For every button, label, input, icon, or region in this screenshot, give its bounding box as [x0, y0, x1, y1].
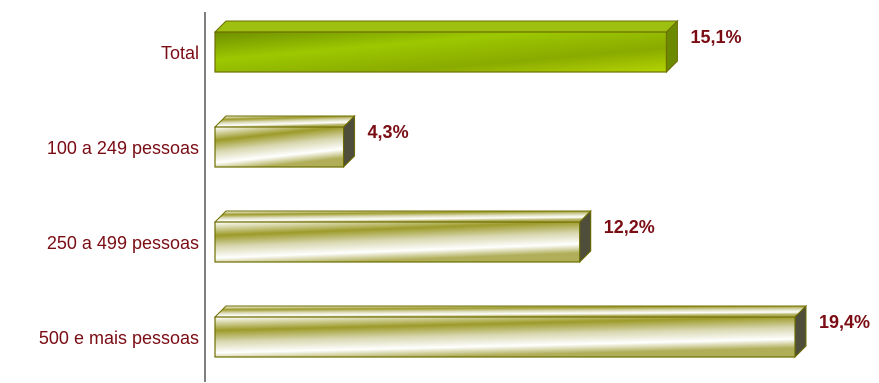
value-label: 12,2% — [604, 217, 655, 237]
bar-front-face — [214, 221, 581, 263]
bar-top-face — [213, 210, 592, 223]
labels-layer: Total 15,1% 100 a 249 pessoas 4,3% 250 a 499… — [39, 27, 870, 348]
bar-4 — [213, 304, 808, 359]
bar-side-face — [343, 114, 356, 169]
bar-side-face — [794, 304, 807, 359]
bar-front-face — [214, 316, 796, 358]
category-label: 100 a 249 pessoas — [47, 138, 199, 158]
bar-front-face — [214, 126, 345, 168]
value-label: 4,3% — [368, 122, 409, 142]
category-label: Total — [161, 43, 199, 63]
category-label: 250 a 499 pessoas — [47, 233, 199, 253]
bar-top-face — [213, 20, 679, 33]
bar-1 — [213, 19, 679, 74]
bar-side-face — [579, 209, 592, 264]
bars-layer — [213, 19, 808, 359]
bar-top-face — [213, 115, 356, 128]
bar-2 — [213, 114, 356, 169]
bar-top-face — [213, 305, 808, 318]
value-label: 19,4% — [819, 312, 870, 332]
bar-3 — [213, 209, 592, 264]
value-label: 15,1% — [690, 27, 741, 47]
category-label: 500 e mais pessoas — [39, 328, 199, 348]
bar-front-face — [214, 31, 668, 73]
bar-side-face — [665, 19, 678, 74]
